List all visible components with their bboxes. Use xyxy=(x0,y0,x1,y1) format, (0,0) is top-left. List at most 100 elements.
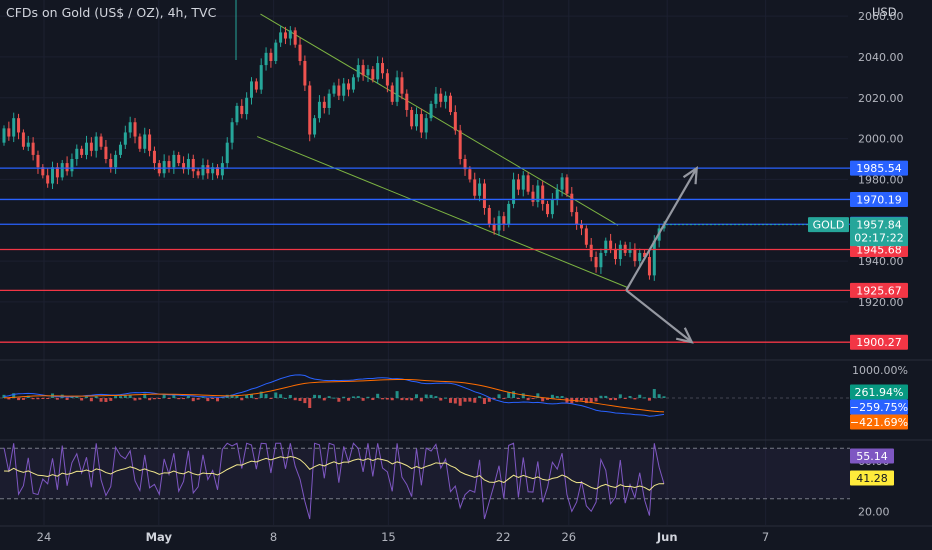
macd-histogram-bar xyxy=(235,395,239,398)
macd-histogram-bar xyxy=(7,398,11,400)
candle-body xyxy=(322,101,326,108)
candle-body xyxy=(623,244,627,253)
level-price-label: 1925.67 xyxy=(856,284,902,297)
candle-body xyxy=(26,142,30,147)
candle-body xyxy=(385,73,389,86)
time-tick-label: 24 xyxy=(37,530,52,544)
candle-body xyxy=(516,179,520,190)
macd-histogram-bar xyxy=(546,398,550,400)
macd-histogram-bar xyxy=(662,396,666,398)
macd-histogram-bar xyxy=(599,395,603,398)
candle-body xyxy=(512,179,516,204)
chart-grid xyxy=(0,0,932,527)
macd-value-tag xyxy=(850,399,908,415)
candle-body xyxy=(599,252,603,268)
price-axis[interactable]: 2060.00 2040.00 2020.00 2000.00 1980.00 1940.… xyxy=(858,10,904,309)
candle-body xyxy=(94,136,98,151)
rsi-value-tag xyxy=(850,470,894,486)
candle-body xyxy=(584,228,588,245)
macd-histogram-bar xyxy=(26,395,30,398)
macd-tick-label: 1000.00% xyxy=(852,364,908,377)
macd-histogram-bar xyxy=(303,398,307,404)
macd-histogram-bar xyxy=(643,397,647,399)
rsi-line xyxy=(3,442,665,520)
candle-body xyxy=(609,240,613,249)
macd-histogram-bar xyxy=(118,396,122,398)
macd-histogram-bar xyxy=(31,398,35,400)
candle-body xyxy=(65,163,69,172)
time-axis[interactable]: 24 May 8 15 22 26 Jun 7 xyxy=(37,530,770,544)
rsi-tick-label: 20.00 xyxy=(858,505,890,518)
signal-line xyxy=(3,378,665,413)
macd-histogram-bar xyxy=(434,396,438,398)
macd-histogram-bar xyxy=(395,391,399,398)
macd-histogram-bar xyxy=(492,398,496,400)
candle-body xyxy=(570,193,574,213)
level-price-label: 1945.68 xyxy=(856,243,902,256)
price-tick-label: 1940.00 xyxy=(858,255,904,268)
candle-body xyxy=(439,93,443,102)
macd-histogram-bar xyxy=(507,392,511,398)
macd-histogram-bar xyxy=(361,398,365,401)
candle-body xyxy=(347,83,351,90)
macd-histogram-bar xyxy=(177,398,181,400)
macd-histogram-bar xyxy=(444,397,448,399)
candle-body xyxy=(186,159,190,170)
macd-histogram-bar xyxy=(589,398,593,403)
candle-body xyxy=(317,101,321,119)
macd-histogram-bar xyxy=(55,398,59,400)
macd-histogram-bar xyxy=(541,398,545,402)
macd-histogram-bar xyxy=(191,398,195,402)
level-price-tag xyxy=(850,191,908,207)
macd-histogram-bar xyxy=(560,395,564,398)
horizontal-levels[interactable]: 1985.541970.191958.041945.681925.671900.… xyxy=(0,160,908,350)
macd-histogram-bar xyxy=(143,393,147,398)
macd-histogram-bar xyxy=(390,398,394,401)
candle-body xyxy=(206,165,210,174)
macd-histogram-bar xyxy=(439,398,443,401)
macd-histogram-bar xyxy=(356,396,360,398)
macd-histogram-bar xyxy=(216,398,220,402)
level-price-tag xyxy=(850,282,908,298)
symbol-tag xyxy=(808,217,849,233)
candle-body xyxy=(123,132,127,145)
axis-value-labels: 1000.00%261.94%−259.75%−421.69%60.0020.0… xyxy=(850,364,908,518)
candle-body xyxy=(220,163,224,176)
candle-body xyxy=(390,85,394,102)
rsi-ma-line xyxy=(3,455,665,491)
candle-body xyxy=(565,177,569,194)
candle-body xyxy=(80,148,84,155)
macd-histogram-bar xyxy=(638,394,642,398)
candle-body xyxy=(172,154,176,168)
macd-histogram-bar xyxy=(609,398,613,401)
macd-histogram-bar xyxy=(516,398,520,399)
candle-body xyxy=(473,179,477,196)
candle-body xyxy=(288,30,292,39)
candle-body xyxy=(453,112,457,131)
candle-body xyxy=(162,161,166,174)
macd-histogram-bar xyxy=(579,398,584,401)
macd-histogram-bar xyxy=(152,398,156,400)
macd-histogram-bar xyxy=(623,398,627,399)
candle-body xyxy=(259,65,263,90)
macd-histogram-bar xyxy=(288,394,292,398)
macd-histogram-bar xyxy=(89,398,93,402)
candle-body xyxy=(230,122,234,143)
macd-histogram-bar xyxy=(293,398,297,401)
candle-body xyxy=(550,199,554,215)
macd-histogram-bar xyxy=(46,398,50,399)
candle-body xyxy=(351,77,355,90)
candle-body xyxy=(400,77,404,94)
candle-body xyxy=(458,130,462,159)
candle-body xyxy=(254,81,258,90)
macd-histogram-bar xyxy=(148,398,152,401)
candle-body xyxy=(332,85,336,94)
macd-histogram-bar xyxy=(478,396,482,398)
projection-arrows[interactable] xyxy=(625,165,698,344)
macd-value-tag xyxy=(850,384,908,400)
candle-body xyxy=(555,189,559,200)
rsi-value-label: 41.28 xyxy=(856,472,888,485)
macd-histogram-bar xyxy=(201,396,205,398)
candle-body xyxy=(75,148,79,159)
